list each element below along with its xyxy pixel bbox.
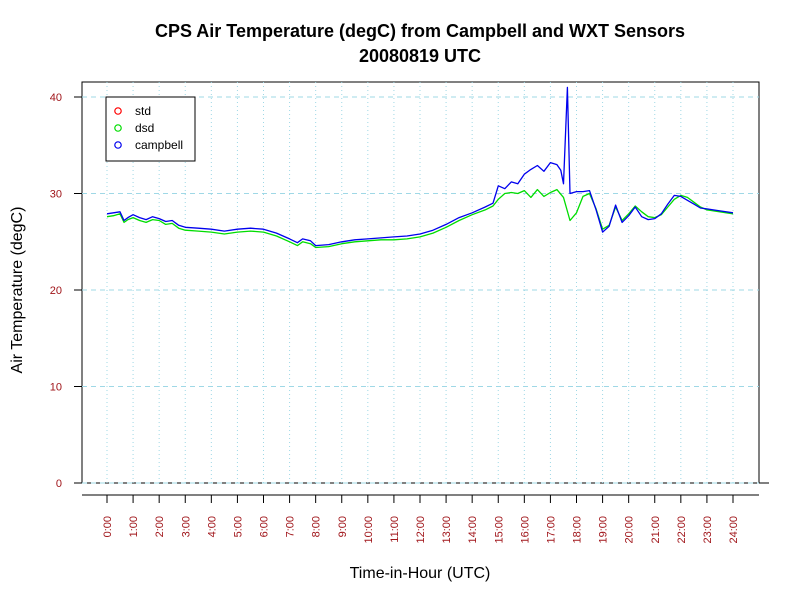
y-tick-label: 20	[50, 285, 62, 297]
x-tick-label: 15:00	[493, 516, 505, 544]
x-tick-label: 9:00	[337, 516, 349, 537]
legend-label-std: std	[135, 104, 151, 118]
x-tick-label: 21:00	[650, 516, 662, 544]
x-tick-label: 0:00	[102, 516, 114, 537]
x-tick-label: 7:00	[285, 516, 297, 537]
y-tick-label: 10	[50, 382, 62, 394]
x-tick-label: 18:00	[572, 516, 584, 544]
legend: std dsd campbell	[105, 96, 196, 162]
y-tick-label: 40	[50, 92, 62, 104]
x-tick-label: 6:00	[259, 516, 271, 537]
x-tick-label: 13:00	[441, 516, 453, 544]
x-tick-label: 8:00	[311, 516, 323, 537]
x-tick-label: 22:00	[676, 516, 688, 544]
axes: 0:00 1:00 2:00 3:00 4:00 5:00 6:00 7:00 8:00 9:00…	[50, 92, 769, 544]
x-tick-label: 19:00	[598, 516, 610, 544]
chart-title: CPS Air Temperature (degC) from Campbell…	[155, 21, 685, 41]
x-tick-label: 1:00	[128, 516, 140, 537]
chart-subtitle: 20080819 UTC	[359, 46, 481, 66]
legend-label-dsd: dsd	[135, 121, 154, 135]
x-tick-label: 3:00	[180, 516, 192, 537]
x-tick-label: 23:00	[702, 516, 714, 544]
legend-marker-dsd	[114, 124, 122, 132]
x-tick-label: 17:00	[545, 516, 557, 544]
x-tick-label: 24:00	[728, 516, 740, 544]
x-tick-label: 10:00	[363, 516, 375, 544]
y-axis-label: Air Temperature (degC)	[9, 207, 26, 374]
x-tick-label: 20:00	[624, 516, 636, 544]
series-lines	[106, 86, 734, 249]
x-tick-label: 5:00	[232, 516, 244, 537]
x-tick-label: 16:00	[519, 516, 531, 544]
x-tick-label: 12:00	[415, 516, 427, 544]
legend-label-campbell: campbell	[135, 138, 183, 152]
series-line-dsd	[106, 188, 734, 249]
x-tick-label: 2:00	[154, 516, 166, 537]
y-tick-label: 30	[50, 189, 62, 201]
legend-marker-std	[114, 107, 122, 115]
series-line-campbell	[106, 86, 734, 247]
legend-marker-campbell	[114, 141, 122, 149]
x-axis-label: Time-in-Hour (UTC)	[350, 565, 491, 582]
x-tick-label: 14:00	[467, 516, 479, 544]
x-tick-label: 4:00	[206, 516, 218, 537]
x-tick-label: 11:00	[389, 516, 401, 543]
y-tick-label: 0	[56, 478, 62, 490]
